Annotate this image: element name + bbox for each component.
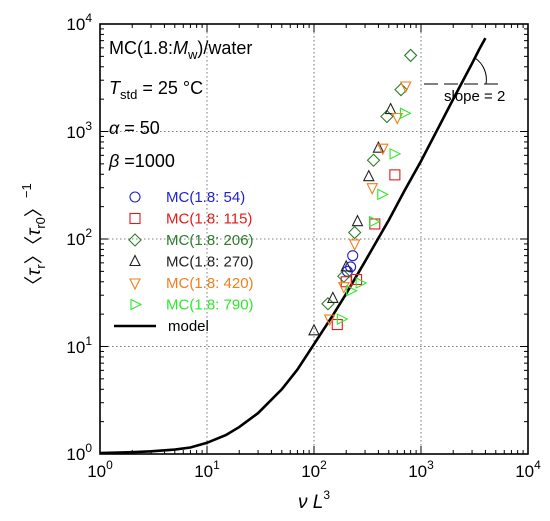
data-point-s5-4 <box>377 188 390 201</box>
system-annotation: MC(1.8:Mw)/water <box>109 38 252 62</box>
x-tick-label-4: 104 <box>515 458 541 481</box>
model-curve-layer <box>99 37 487 455</box>
y-axis-label: 〈τr〉〈τr0〉−1 <box>19 183 48 295</box>
legend-marker-5 <box>130 298 143 311</box>
data-points <box>308 48 418 336</box>
data-point-s3-3 <box>351 214 364 227</box>
beta-annotation: β =1000 <box>108 151 175 171</box>
data-point-s2-6 <box>403 48 418 63</box>
data-point-s3-2 <box>340 259 353 272</box>
data-point-s0-1 <box>345 261 357 273</box>
data-point-s4-4 <box>376 143 389 156</box>
x-tick-label-3: 103 <box>408 458 434 481</box>
slope-arc <box>474 57 487 85</box>
slope-label: slope = 2 <box>444 88 505 105</box>
data-point-s2-2 <box>347 225 362 240</box>
x-tick-label-0: 100 <box>87 458 113 481</box>
annotations: MC(1.8:Mw)/water Tstd = 25 °C α = 50 β =… <box>108 38 505 171</box>
minor-ticks <box>99 23 529 455</box>
x-tick-label-1: 101 <box>194 458 220 481</box>
legend-label-5: MC(1.8: 790) <box>166 297 254 314</box>
legend-label-3: MC(1.8: 270) <box>166 254 254 271</box>
data-point-s5-2 <box>355 277 368 289</box>
model-curve <box>99 37 487 455</box>
y-tick-label-1: 101 <box>66 334 92 357</box>
data-point-s3-6 <box>384 102 397 115</box>
data-point-s4-6 <box>399 81 412 94</box>
legend-label-2: MC(1.8: 206) <box>166 232 254 249</box>
y-tick-label-2: 102 <box>66 226 92 249</box>
y-tick-label-3: 103 <box>66 119 92 142</box>
data-point-s3-4 <box>362 169 375 182</box>
temperature-annotation: Tstd = 25 °C <box>109 78 203 102</box>
legend-marker-3 <box>129 254 141 267</box>
data-point-s3-0 <box>308 323 320 336</box>
data-point-s2-3 <box>366 153 381 168</box>
data-point-s5-6 <box>399 107 412 120</box>
y-tick-label-0: 100 <box>66 441 92 464</box>
legend-label-model: model <box>168 318 209 335</box>
data-point-s4-3 <box>366 183 379 195</box>
data-point-s5-3 <box>368 215 381 228</box>
data-point-s5-5 <box>389 147 402 160</box>
data-point-s2-4 <box>380 109 394 124</box>
data-point-s4-5 <box>391 112 404 125</box>
y-tick-label-4: 104 <box>66 11 92 34</box>
legend-marker-1 <box>129 212 141 225</box>
y-tick-labels: 100 101 102 103 104 <box>66 11 92 464</box>
data-point-s3-5 <box>372 140 385 153</box>
x-tick-label-2: 102 <box>301 458 327 481</box>
legend-marker-2 <box>128 233 142 247</box>
grid-lines <box>100 24 528 454</box>
data-point-s1-4 <box>389 169 401 181</box>
data-point-s3-1 <box>326 291 339 303</box>
legend-label-0: MC(1.8: 54) <box>166 189 245 206</box>
slope-indicator <box>424 57 500 85</box>
data-point-s2-0 <box>321 296 335 311</box>
data-point-s5-0 <box>336 313 349 325</box>
legend-marker-4 <box>129 278 141 291</box>
data-point-s0-2 <box>347 250 359 262</box>
alpha-annotation: α = 50 <box>109 118 160 138</box>
data-point-s4-0 <box>323 314 336 327</box>
legend-label-1: MC(1.8: 115) <box>166 211 252 228</box>
legend: MC(1.8: 54) MC(1.8: 115) MC(1.8: 206) MC(1.… <box>114 189 254 335</box>
data-point-s4-2 <box>348 239 361 252</box>
legend-marker-0 <box>129 191 141 203</box>
x-axis-label: ν L3 <box>298 488 330 513</box>
data-point-s5-1 <box>346 284 358 297</box>
data-point-s2-5 <box>394 82 408 97</box>
legend-label-4: MC(1.8: 420) <box>166 275 254 292</box>
x-tick-labels: 100 101 102 103 104 <box>87 458 541 481</box>
